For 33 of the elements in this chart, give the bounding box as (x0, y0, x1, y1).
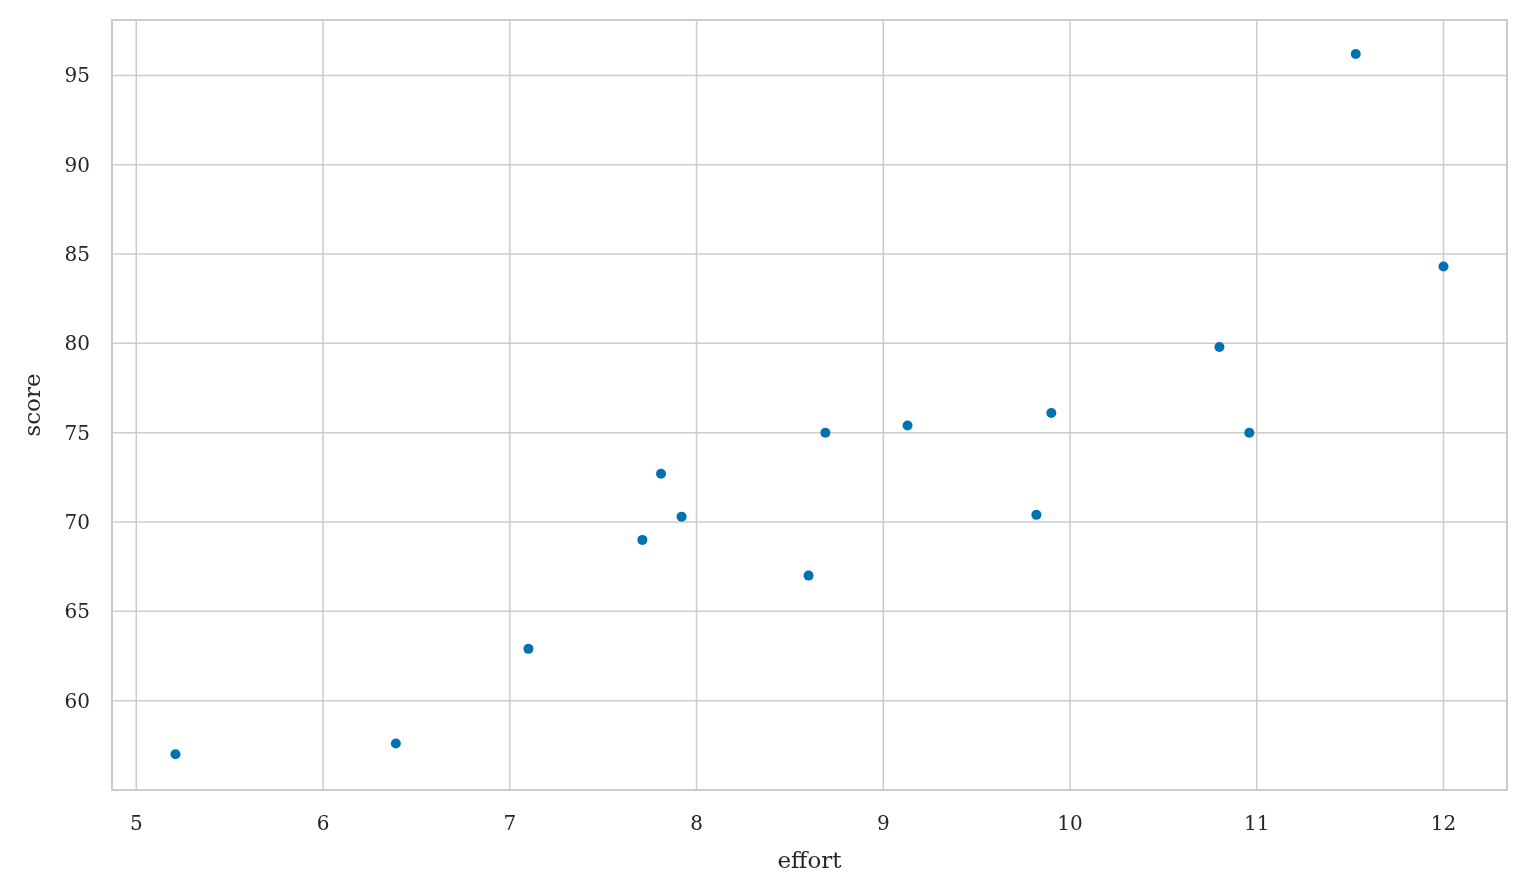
y-tick-label: 70 (64, 510, 90, 535)
y-tick-label: 90 (64, 152, 90, 177)
x-axis-title: effort (777, 847, 843, 873)
point (390, 738, 401, 749)
x-tick-label: 8 (690, 811, 703, 835)
point (523, 643, 534, 654)
point (1214, 341, 1225, 352)
point (656, 468, 667, 479)
point (676, 511, 687, 522)
point (637, 534, 648, 545)
x-tick-label: 7 (503, 811, 517, 835)
point (1031, 509, 1042, 520)
point (1350, 48, 1361, 59)
y-tick-label: 60 (64, 688, 90, 713)
y-tick-label: 95 (64, 63, 90, 88)
y-tick-label: 80 (64, 331, 90, 356)
x-tick-label: 9 (876, 811, 890, 835)
point (1046, 408, 1057, 419)
y-tick-label: 65 (64, 599, 90, 624)
x-tick-label: 11 (1244, 811, 1270, 835)
y-tick-label: 85 (64, 242, 90, 267)
point (803, 570, 814, 581)
y-tick-label: 75 (64, 420, 90, 445)
x-tick-label: 6 (316, 811, 330, 835)
x-tick-label: 12 (1430, 811, 1457, 835)
point (1438, 261, 1449, 272)
point (820, 427, 831, 438)
x-tick-label: 10 (1057, 811, 1083, 835)
point (1244, 427, 1255, 438)
x-tick-label: 5 (129, 811, 143, 835)
y-axis-title: score (19, 373, 45, 437)
point (902, 420, 913, 431)
point (170, 749, 181, 760)
